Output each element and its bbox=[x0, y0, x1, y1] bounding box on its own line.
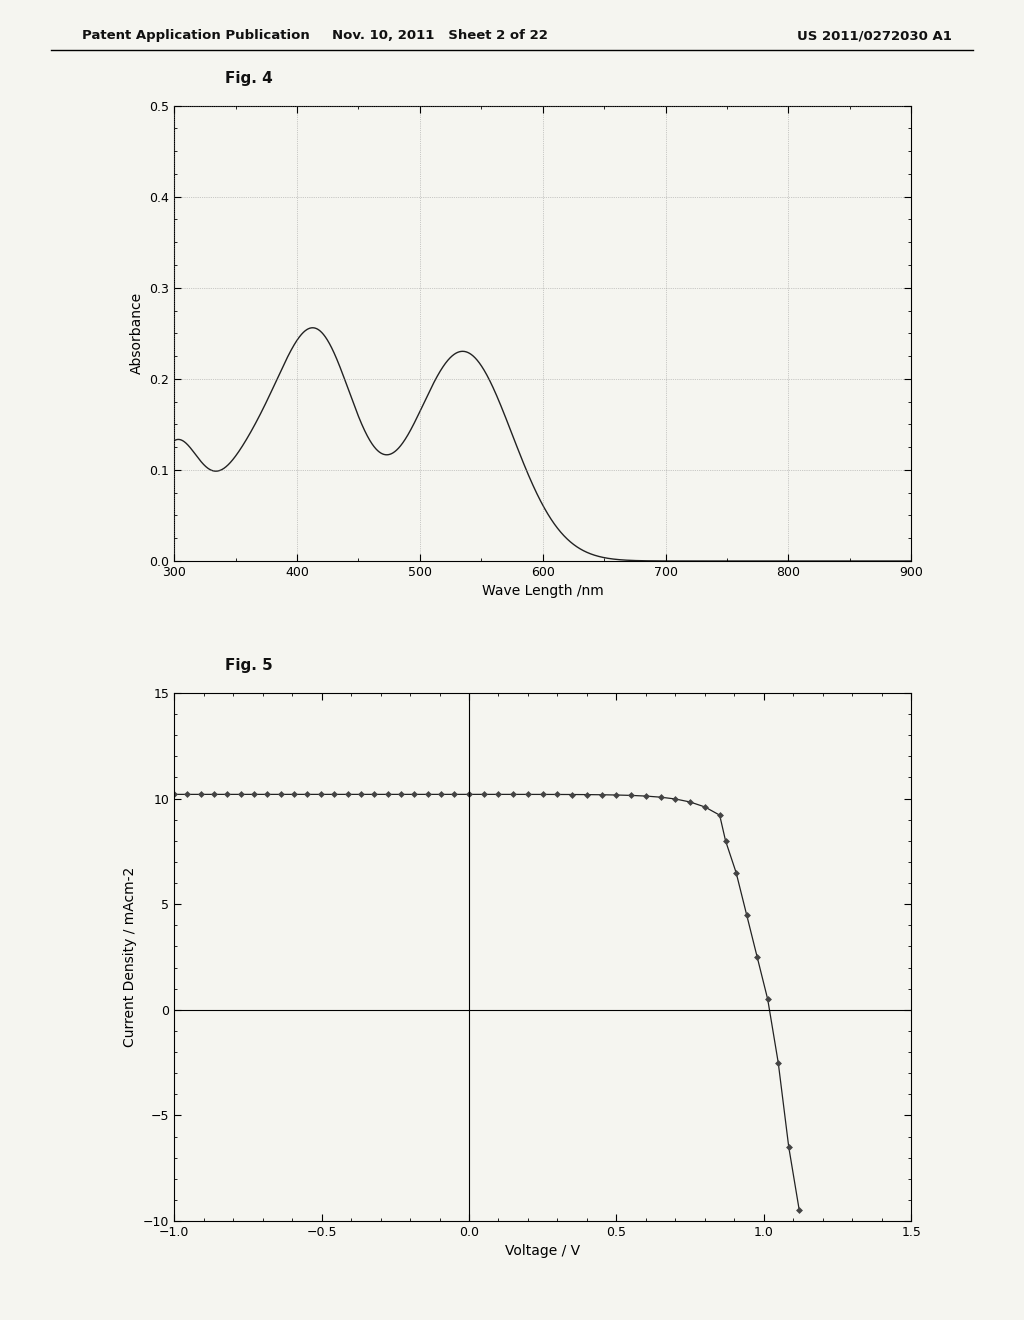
Text: Nov. 10, 2011   Sheet 2 of 22: Nov. 10, 2011 Sheet 2 of 22 bbox=[333, 29, 548, 42]
Y-axis label: Current Density / mAcm-2: Current Density / mAcm-2 bbox=[123, 867, 137, 1047]
Y-axis label: Absorbance: Absorbance bbox=[130, 292, 143, 375]
Text: US 2011/0272030 A1: US 2011/0272030 A1 bbox=[798, 29, 952, 42]
X-axis label: Wave Length /nm: Wave Length /nm bbox=[482, 585, 603, 598]
Text: Fig. 4: Fig. 4 bbox=[225, 71, 273, 86]
Text: Fig. 5: Fig. 5 bbox=[225, 659, 273, 673]
X-axis label: Voltage / V: Voltage / V bbox=[505, 1245, 581, 1258]
Text: Patent Application Publication: Patent Application Publication bbox=[82, 29, 309, 42]
